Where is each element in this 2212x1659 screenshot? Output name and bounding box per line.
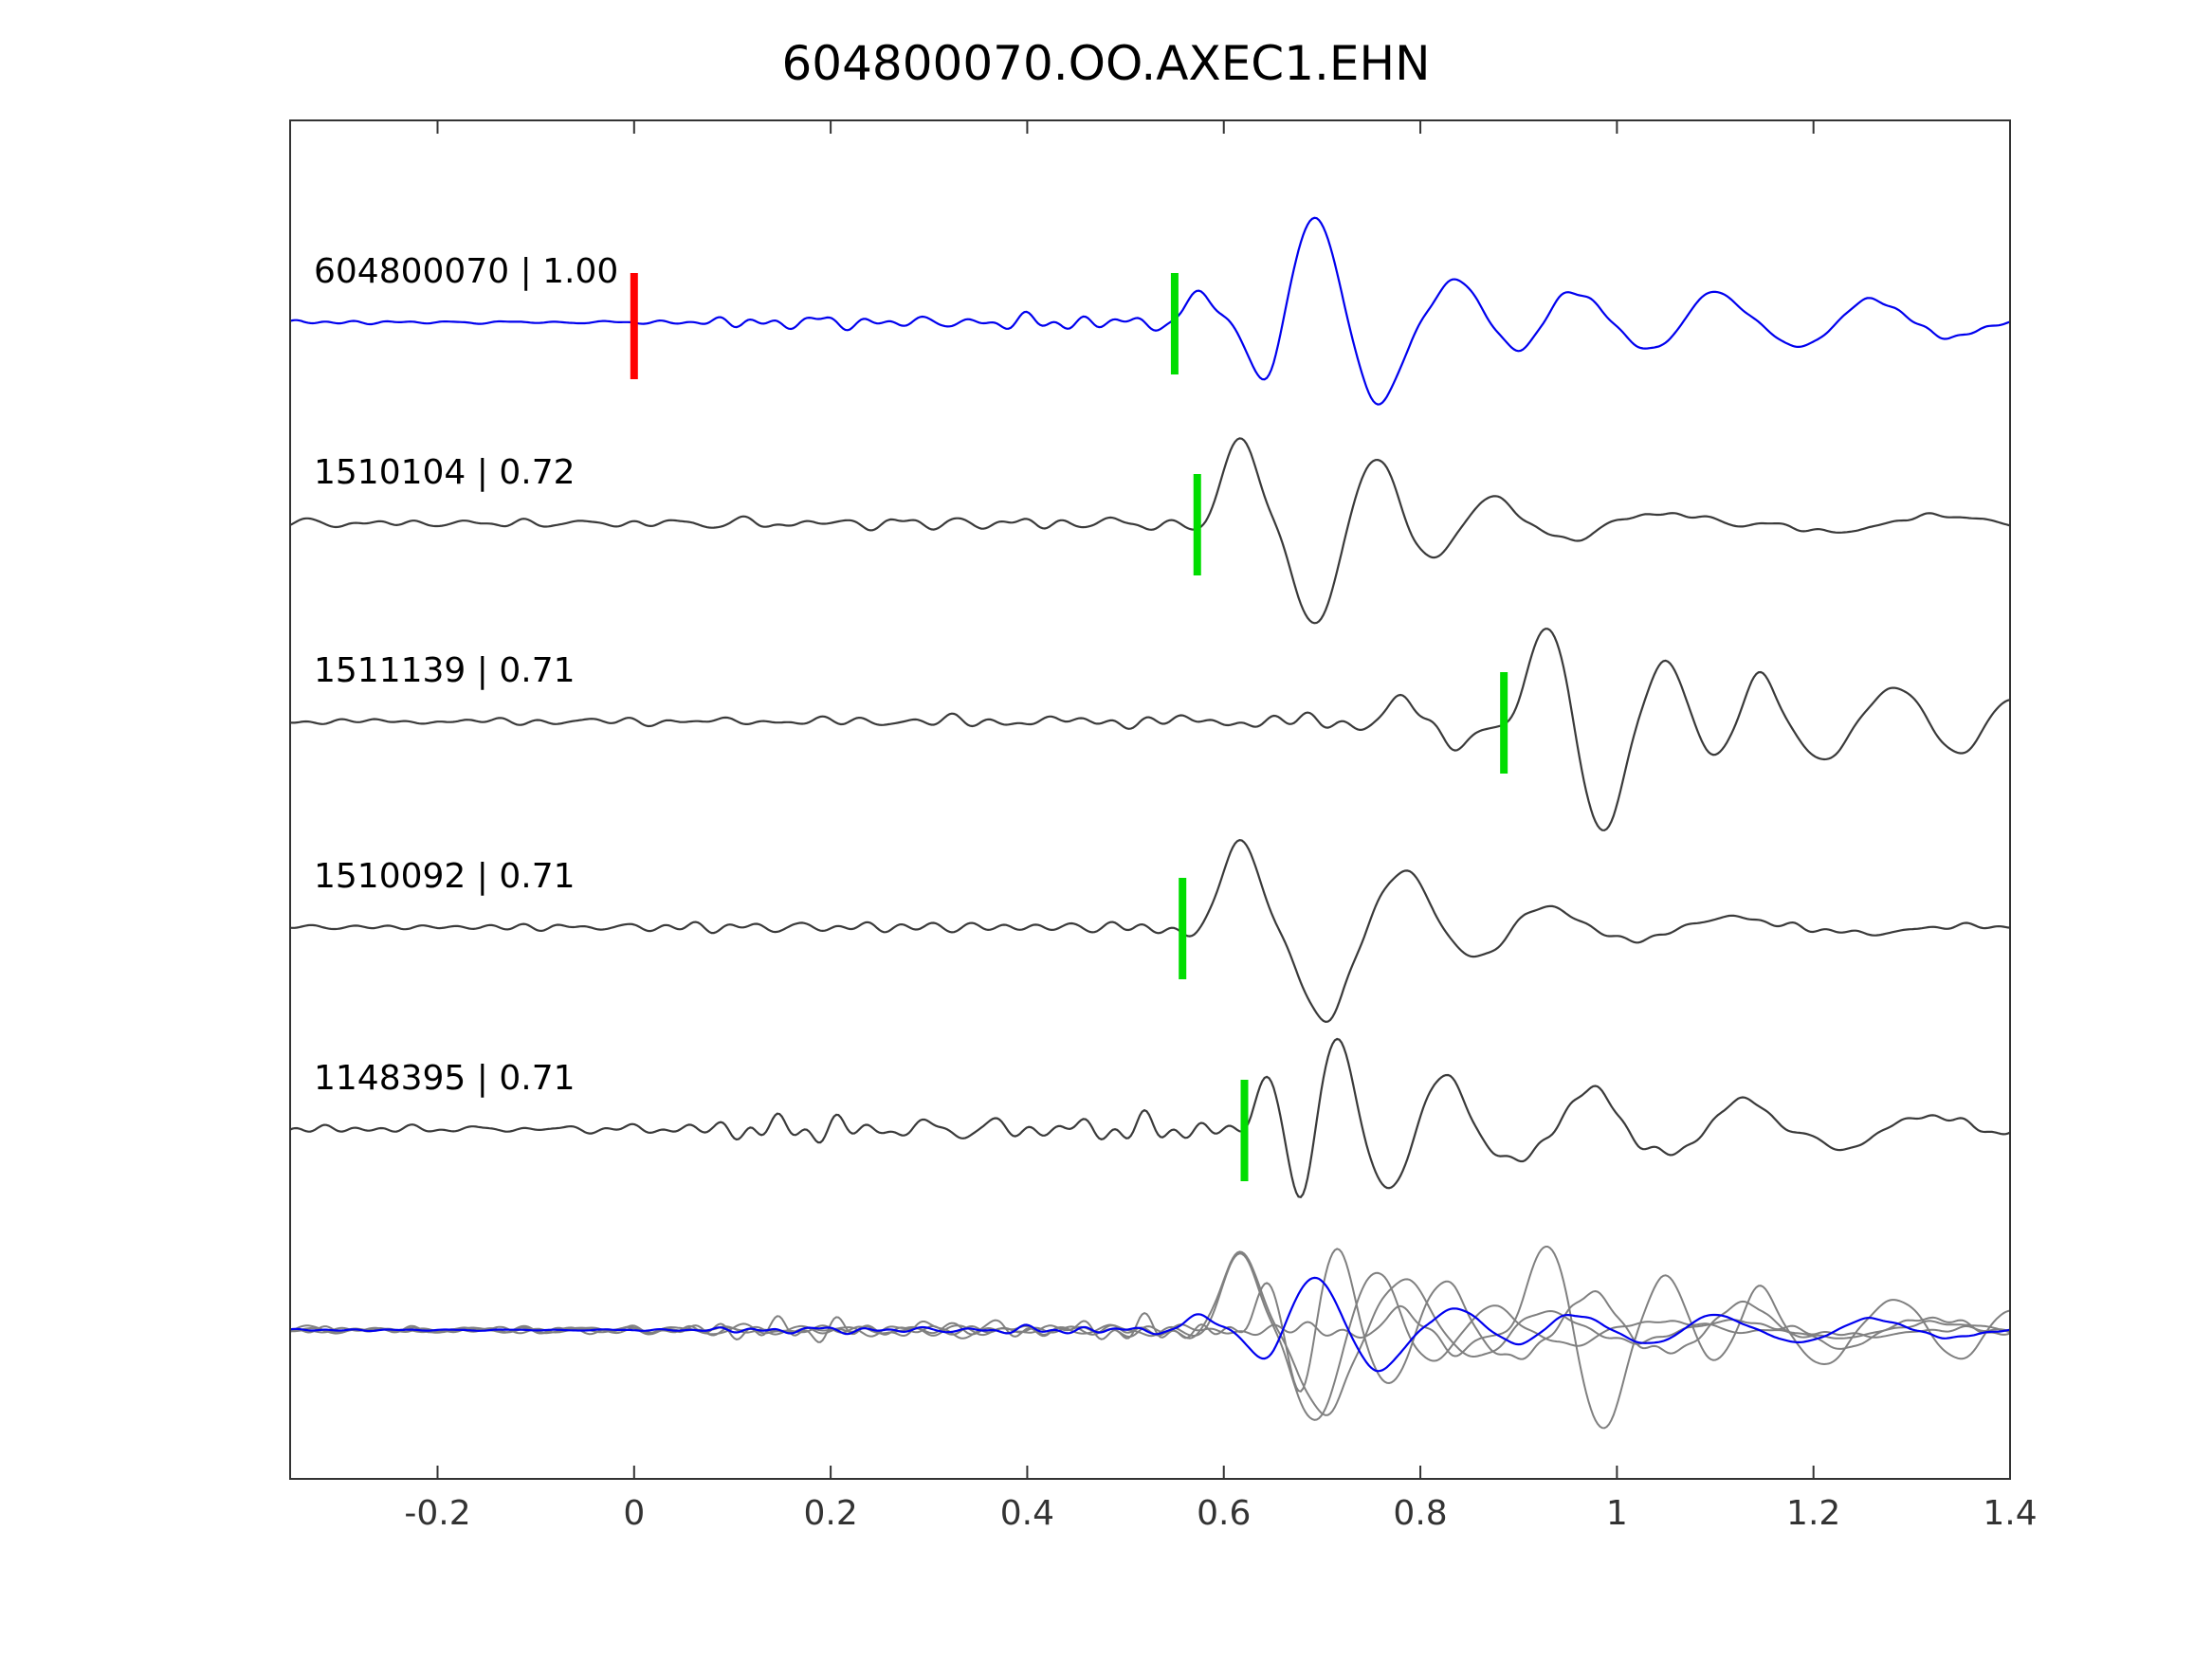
- overlay-trace-1510104: [290, 1252, 2010, 1421]
- overlay-trace-1148395: [290, 1248, 2010, 1393]
- overlay-trace-1511139: [290, 1246, 2010, 1430]
- x-tick-label: 1.4: [1983, 1494, 2037, 1533]
- x-tick-label: 1: [1606, 1494, 1628, 1533]
- plot-border: [289, 119, 2011, 1480]
- x-tick-label: 0.2: [803, 1494, 857, 1533]
- trace-label-1510092: 1510092 | 0.71: [314, 857, 576, 896]
- x-tick-label: 0: [623, 1494, 645, 1533]
- overlay-trace-604800070: [290, 1276, 2010, 1373]
- waveform-trace-1511139: [290, 628, 2010, 831]
- waveform-trace-1510092: [290, 839, 2010, 1024]
- waveform-trace-604800070: [290, 216, 2010, 406]
- x-tick-label: 0.6: [1197, 1494, 1251, 1533]
- x-tick-label: 0.4: [1000, 1494, 1054, 1533]
- waveform-trace-1148395: [290, 1037, 2010, 1199]
- waveform-trace-1510104: [290, 437, 2010, 625]
- x-tick-label: -0.2: [404, 1494, 470, 1533]
- x-tick-label: 1.2: [1786, 1494, 1840, 1533]
- trace-label-1510104: 1510104 | 0.72: [314, 453, 576, 492]
- trace-label-1511139: 1511139 | 0.71: [314, 651, 576, 690]
- trace-label-1148395: 1148395 | 0.71: [314, 1059, 576, 1098]
- x-tick-label: 0.8: [1393, 1494, 1447, 1533]
- figure-title: 604800070.OO.AXEC1.EHN: [781, 36, 1431, 91]
- trace-label-604800070: 604800070 | 1.00: [314, 252, 618, 291]
